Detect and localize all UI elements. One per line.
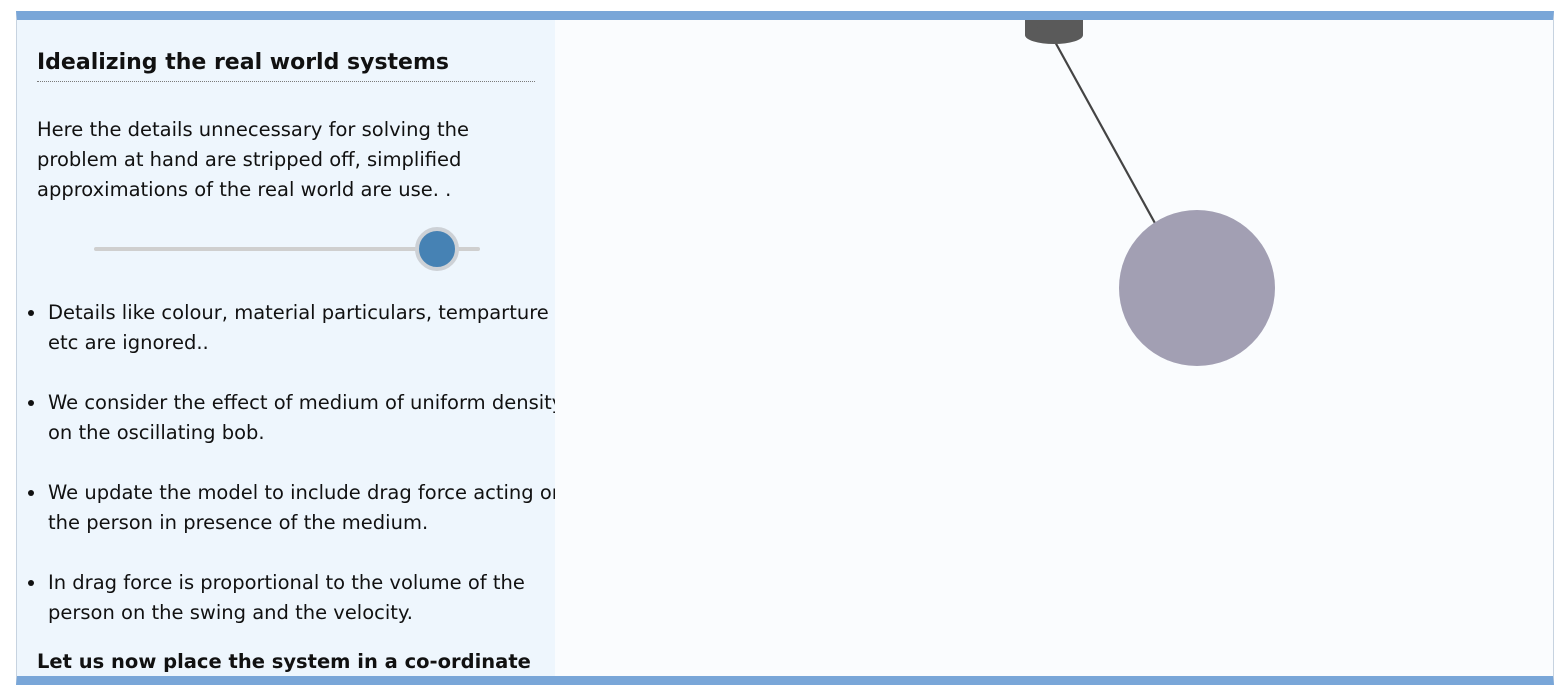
slider-track[interactable] bbox=[94, 247, 480, 251]
list-item: Details like colour, material particular… bbox=[47, 298, 555, 358]
support-cap bbox=[1025, 26, 1083, 44]
pendulum-scene bbox=[555, 20, 1553, 676]
pendulum-bob bbox=[1119, 210, 1275, 366]
panel-title: Idealizing the real world systems bbox=[37, 50, 449, 75]
idealization-points: Details like colour, material particular… bbox=[17, 298, 555, 658]
intro-text: Here the details unnecessary for solving… bbox=[37, 118, 470, 201]
list-item: We consider the effect of medium of unif… bbox=[47, 388, 555, 448]
explanation-panel: Idealizing the real world systems Here t… bbox=[17, 20, 555, 676]
pendulum-string bbox=[1053, 39, 1157, 226]
list-item: We update the model to include drag forc… bbox=[47, 478, 555, 538]
simulation-frame: Idealizing the real world systems Here t… bbox=[16, 11, 1554, 685]
title-divider bbox=[37, 81, 535, 82]
coordinate-prompt: Let us now place the system in a co-ordi… bbox=[37, 650, 531, 673]
slider-thumb[interactable] bbox=[415, 227, 459, 271]
list-item: In drag force is proportional to the vol… bbox=[47, 568, 555, 628]
idealization-slider[interactable] bbox=[94, 227, 480, 271]
pendulum-support bbox=[1025, 20, 1083, 44]
pendulum-canvas bbox=[1025, 20, 1275, 366]
